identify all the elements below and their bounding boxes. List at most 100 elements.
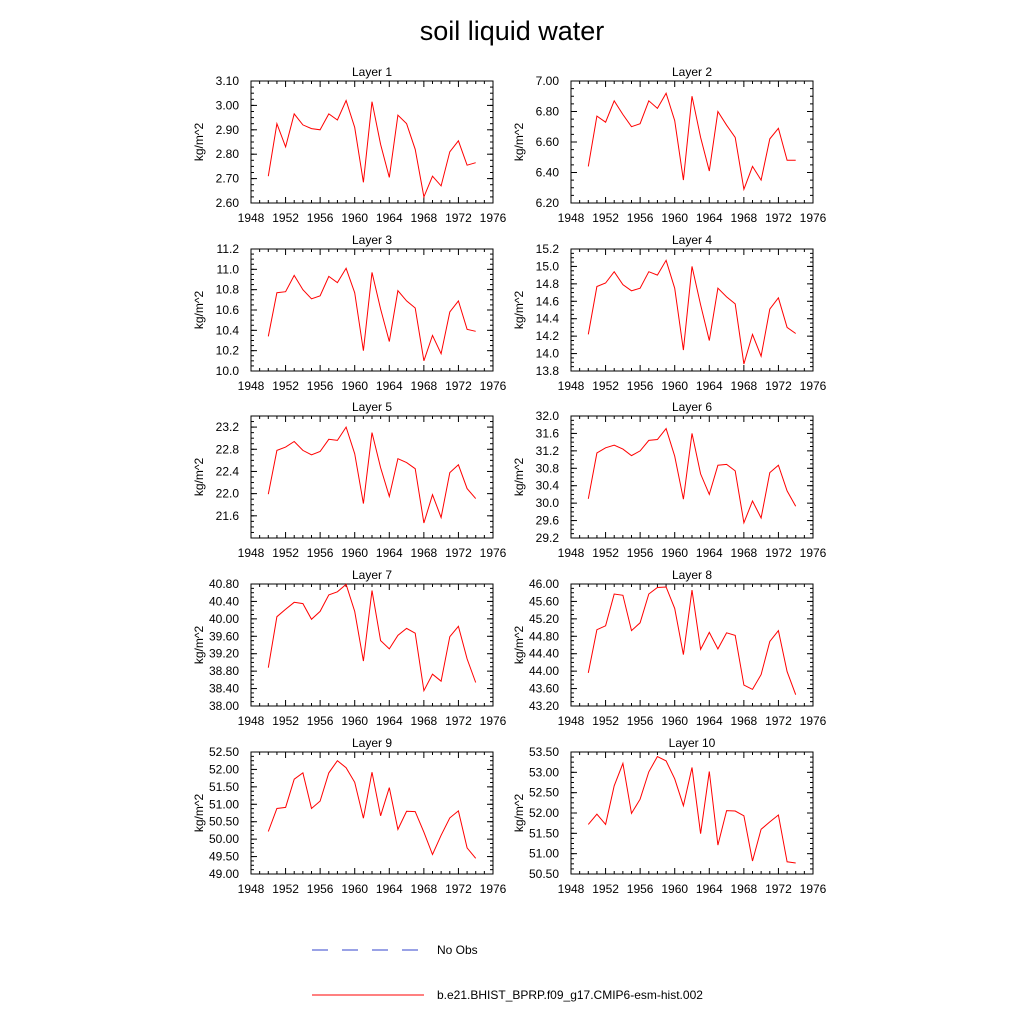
- x-tick-label: 1968: [411, 882, 438, 896]
- x-tick-label: 1960: [661, 546, 688, 560]
- plot-frame: [250, 583, 494, 707]
- y-tick-label: 45.60: [529, 594, 559, 608]
- x-tick-label: 1976: [800, 882, 827, 896]
- x-tick-label: 1968: [411, 546, 438, 560]
- y-tick-label: 11.2: [217, 242, 240, 256]
- x-tick-label: 1952: [592, 211, 619, 225]
- x-tick-label: 1964: [696, 882, 723, 896]
- y-tick-label: 32.0: [536, 409, 560, 423]
- series-line: [267, 267, 476, 361]
- y-tick-label: 39.60: [209, 629, 239, 643]
- x-tick-label: 1948: [558, 379, 585, 393]
- y-tick-label: 2.60: [216, 196, 240, 210]
- x-tick-label: 1948: [558, 211, 585, 225]
- y-tick-label: 44.80: [529, 629, 559, 643]
- x-tick-label: 1964: [696, 714, 723, 728]
- y-tick-label: 7.00: [536, 74, 560, 88]
- panel-title: Layer 4: [672, 233, 712, 247]
- x-tick-label: 1968: [411, 211, 438, 225]
- x-tick-label: 1956: [307, 714, 334, 728]
- x-tick-label: 1960: [661, 379, 688, 393]
- y-tick-label: 29.2: [536, 531, 560, 545]
- x-tick-label: 1972: [765, 714, 792, 728]
- series-line: [587, 586, 797, 695]
- x-tick-label: 1952: [272, 546, 299, 560]
- panel-layer-2: Layer 2 1948 1952 1956 1960 1964 1968 1972 1976 6…: [512, 65, 827, 225]
- x-tick-label: 1960: [341, 546, 368, 560]
- panel-layer-4: Layer 4 1948 1952 1956 1960 1964 1968 1972 1976 1…: [512, 233, 827, 393]
- x-tick-label: 1956: [307, 882, 334, 896]
- panel-layer-1: Layer 1 1948 1952 1956 1960 1964 1968 1972 1976 2…: [192, 65, 507, 225]
- x-tick-label: 1968: [731, 211, 758, 225]
- x-tick-label: 1972: [445, 714, 472, 728]
- series-line: [267, 583, 477, 693]
- y-tick-label: 45.20: [529, 612, 559, 626]
- y-tick-label: 50.00: [209, 832, 239, 846]
- y-tick-label: 51.50: [529, 826, 559, 840]
- legend-label-no-obs: No Obs: [437, 943, 478, 957]
- x-tick-label: 1972: [765, 546, 792, 560]
- x-tick-label: 1956: [307, 211, 334, 225]
- x-tick-label: 1956: [627, 714, 654, 728]
- x-tick-label: 1956: [627, 882, 654, 896]
- y-tick-label: 39.20: [209, 647, 239, 661]
- y-tick-label: 49.50: [209, 850, 239, 864]
- y-axis-label: kg/m^2: [512, 458, 526, 497]
- series-line: [267, 425, 477, 524]
- y-tick-label: 2.90: [216, 123, 240, 137]
- x-tick-label: 1952: [272, 211, 299, 225]
- x-tick-label: 1976: [800, 211, 827, 225]
- y-tick-label: 15.0: [536, 259, 560, 273]
- plot-frame: [570, 583, 814, 707]
- panel-layer-6: Layer 6 1948 1952 1956 1960 1964 1968 1972 1976 2…: [512, 400, 827, 560]
- y-tick-label: 53.00: [529, 765, 559, 779]
- panel-layer-8: Layer 8 1948 1952 1956 1960 1964 1968 1972 1976 4…: [512, 568, 827, 728]
- x-tick-label: 1952: [592, 714, 619, 728]
- y-tick-label: 14.0: [536, 347, 560, 361]
- panel-title: Layer 10: [669, 736, 716, 750]
- y-tick-label: 6.40: [536, 166, 560, 180]
- y-tick-label: 31.6: [536, 426, 560, 440]
- y-axis-label: kg/m^2: [192, 458, 206, 497]
- series-line: [267, 759, 477, 859]
- x-tick-label: 1948: [238, 379, 265, 393]
- x-tick-label: 1948: [238, 211, 265, 225]
- x-tick-label: 1968: [411, 379, 438, 393]
- y-tick-label: 46.00: [529, 577, 559, 591]
- y-axis-label: kg/m^2: [512, 291, 526, 330]
- x-tick-label: 1960: [661, 882, 688, 896]
- series-line: [587, 427, 797, 525]
- x-tick-label: 1976: [480, 546, 507, 560]
- x-tick-label: 1972: [765, 379, 792, 393]
- y-tick-label: 52.50: [529, 786, 559, 800]
- y-axis-label: kg/m^2: [512, 626, 526, 665]
- series-line: [267, 99, 476, 199]
- x-tick-label: 1956: [307, 379, 334, 393]
- x-tick-label: 1948: [558, 546, 585, 560]
- x-tick-label: 1948: [238, 882, 265, 896]
- x-tick-label: 1968: [731, 882, 758, 896]
- y-tick-label: 43.20: [529, 699, 559, 713]
- x-tick-label: 1948: [558, 882, 585, 896]
- y-tick-label: 53.50: [529, 745, 559, 759]
- y-tick-label: 10.6: [216, 303, 240, 317]
- y-tick-label: 40.40: [209, 594, 239, 608]
- y-tick-label: 3.00: [216, 98, 240, 112]
- y-tick-label: 38.40: [209, 682, 239, 696]
- y-tick-label: 10.4: [216, 323, 240, 337]
- panel-title: Layer 2: [672, 65, 712, 79]
- x-tick-label: 1964: [376, 379, 403, 393]
- y-axis-label: kg/m^2: [192, 626, 206, 665]
- panel-title: Layer 1: [352, 65, 392, 79]
- y-tick-label: 15.2: [536, 242, 560, 256]
- panel-layer-10: Layer 10 1948 1952 1956 1960 1964 1968 1972 1976…: [512, 736, 827, 896]
- y-axis-label: kg/m^2: [192, 794, 206, 833]
- x-tick-label: 1956: [627, 546, 654, 560]
- y-tick-label: 30.8: [536, 461, 560, 475]
- series-line: [587, 259, 796, 365]
- x-tick-label: 1972: [445, 546, 472, 560]
- panel-title: Layer 3: [352, 233, 392, 247]
- x-tick-label: 1956: [307, 546, 334, 560]
- y-tick-label: 10.2: [216, 344, 240, 358]
- x-tick-label: 1964: [696, 379, 723, 393]
